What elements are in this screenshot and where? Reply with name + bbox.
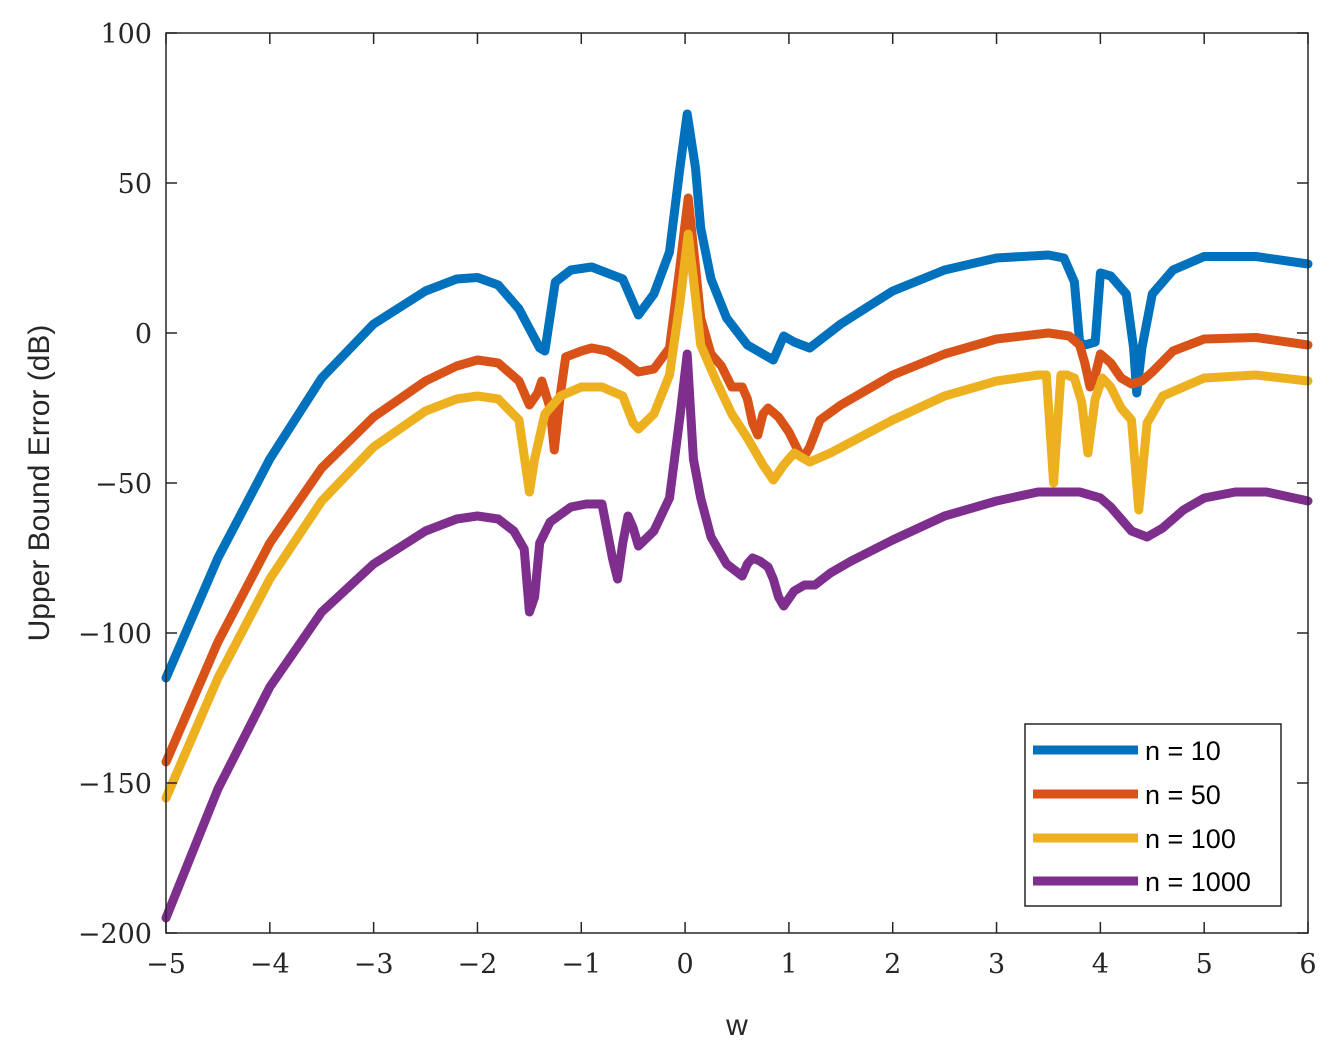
- x-tick-label: −5: [146, 949, 186, 980]
- y-tick-label: −50: [95, 469, 152, 500]
- series-line-0: [161, 109, 1313, 683]
- y-tick-label: 0: [135, 319, 152, 350]
- y-tick-label: −100: [78, 619, 152, 650]
- x-tick-label: −2: [458, 949, 498, 980]
- series-line-3: [161, 349, 1313, 923]
- x-tick-label: −1: [561, 949, 601, 980]
- x-tick-label: −4: [250, 949, 290, 980]
- y-tick-label: −150: [78, 769, 152, 800]
- tick-layer: −5 −4 −3 −2 −1 0 1 2 3 4 5 6 100 50 0 −50 −100 −150 −200: [78, 19, 1317, 980]
- y-axis-label: Upper Bound Error (dB): [23, 325, 56, 642]
- x-tick-label: 5: [1196, 949, 1213, 980]
- legend: n = 10 n = 50 n = 100 n = 1000: [1024, 723, 1282, 907]
- x-tick-label: 0: [676, 949, 693, 980]
- x-tick-label: 2: [884, 949, 901, 980]
- x-tick-label: 3: [988, 949, 1005, 980]
- legend-label-n1000: n = 1000: [1145, 867, 1251, 897]
- legend-label-n100: n = 100: [1145, 824, 1236, 854]
- x-axis-label: w: [725, 1009, 748, 1042]
- x-tick-label: 1: [780, 949, 797, 980]
- x-tick-label: 4: [1092, 949, 1109, 980]
- y-tick-label: 50: [118, 169, 152, 200]
- x-tick-label: −3: [354, 949, 394, 980]
- series-layer: [161, 109, 1313, 923]
- y-tick-label: 100: [100, 19, 152, 50]
- y-tick-label: −200: [78, 919, 152, 950]
- series-line-2: [161, 229, 1313, 803]
- legend-label-n50: n = 50: [1145, 780, 1221, 810]
- x-tick-label: 6: [1299, 949, 1316, 980]
- legend-label-n10: n = 10: [1145, 736, 1221, 766]
- series-line-1: [161, 193, 1313, 767]
